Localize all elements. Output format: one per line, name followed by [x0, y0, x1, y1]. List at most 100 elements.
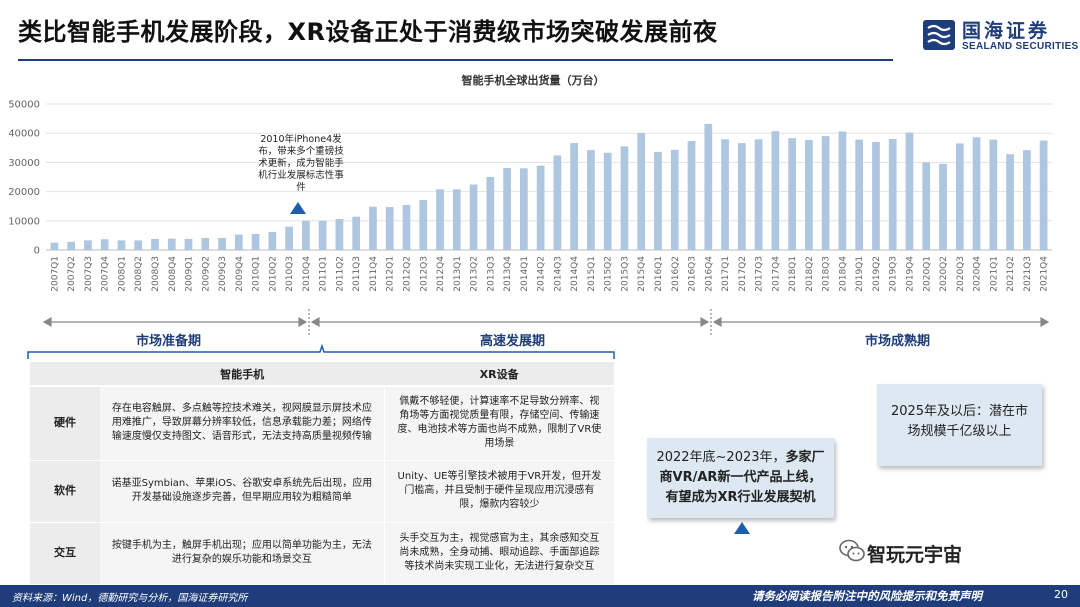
x-tick-label: 2007Q4	[101, 256, 111, 292]
bar-2014Q4	[570, 143, 579, 250]
bar-2017Q3	[754, 139, 763, 250]
x-tick-label: 2020Q1	[922, 256, 932, 292]
x-tick-label: 2009Q4	[235, 256, 245, 292]
cell-smartphone-interaction: 按键手机为主，触屏手机出现；应用以简单功能为主，无法进行复杂的娱乐功能和场景交互	[100, 521, 385, 584]
x-tick-label: 2014Q2	[537, 256, 547, 292]
shipment-bar-chart: 智能手机全球出货量（万台） 0 10000 20000 30000 40000 50000…	[8, 73, 1052, 335]
bar-2014Q2	[536, 165, 545, 250]
bar-2015Q2	[603, 152, 612, 250]
bar-2011Q3	[352, 216, 361, 250]
cell-smartphone-hardware: 存在电容触屏、多点触等控技术难关，视网膜显示屏技术应用难推广，导致屏幕分辨率较低…	[100, 385, 385, 460]
bar-2016Q2	[670, 149, 679, 250]
y-tick-label: 10000	[8, 216, 40, 227]
sealand-logo-icon	[923, 20, 955, 50]
bar-2015Q3	[620, 146, 629, 250]
bar-2012Q2	[402, 205, 411, 250]
x-tick-label: 2019Q4	[905, 256, 915, 292]
bar-2010Q4	[302, 220, 310, 250]
bar-2017Q4	[771, 131, 780, 250]
bar-2011Q4	[369, 206, 377, 250]
chart-gridlines	[46, 103, 1052, 251]
x-tick-label: 2018Q2	[805, 256, 815, 292]
bar-2018Q3	[821, 136, 830, 250]
bar-2009Q3	[218, 238, 226, 250]
bar-2010Q3	[285, 226, 293, 250]
table-header-row: 智能手机 XR设备	[30, 362, 614, 387]
x-tick-label: 2018Q1	[788, 256, 798, 292]
x-tick-label: 2013Q4	[503, 256, 513, 292]
phase-label-mature: 市场成熟期	[865, 334, 931, 349]
phase-label-preparation: 市场准备期	[136, 334, 202, 349]
callout-2025: 2025年及以后：潜在市场规模千亿级以上	[877, 384, 1042, 466]
x-tick-label: 2009Q3	[218, 256, 228, 292]
bar-2019Q4	[905, 132, 914, 250]
bar-2019Q1	[855, 139, 864, 250]
x-tick-label: 2008Q1	[117, 256, 127, 292]
bar-2021Q4	[1039, 140, 1048, 250]
bar-2016Q1	[654, 151, 662, 250]
footer-bar	[0, 585, 1080, 607]
x-tick-label: 2015Q3	[620, 256, 630, 292]
bar-2009Q2	[201, 238, 210, 250]
cell-xr-software: Unity、UE等引擎技术被用于VR开发，但开发门槛高，并且受制于硬件呈现应用沉…	[383, 459, 614, 522]
x-tick-label: 2012Q4	[436, 256, 446, 292]
table-header-corner	[30, 362, 100, 387]
bar-2018Q4	[838, 131, 847, 250]
callout-2022: 2022年底~2023年，多家厂商VR/AR新一代产品上线，有望成为XR行业发展…	[647, 438, 834, 518]
x-tick-label: 2017Q1	[721, 256, 731, 292]
bar-2010Q1	[251, 233, 260, 250]
bar-2012Q4	[436, 189, 444, 250]
table-header-smartphone: 智能手机	[100, 362, 385, 387]
bar-2015Q4	[637, 133, 646, 250]
phase-label-growth: 高速发展期	[480, 334, 546, 349]
table-row: 软件 诺基亚Symbian、苹果iOS、谷歌安卓系统先后出现，应用开发基础设施逐…	[30, 459, 614, 522]
bar-2011Q2	[335, 219, 344, 250]
row-label-software: 软件	[30, 459, 100, 522]
callout-2022-bold: 多家厂商VR/AR新一代产品上线，有望成为XR行业发展契机	[659, 450, 825, 505]
x-tick-label: 2008Q3	[151, 256, 161, 292]
bar-2007Q4	[100, 239, 109, 250]
bar-2017Q2	[737, 143, 746, 250]
x-tick-label: 2021Q4	[1040, 256, 1050, 292]
x-tick-label: 2007Q3	[84, 256, 94, 292]
x-tick-label: 2019Q2	[872, 256, 882, 292]
bar-2020Q4	[972, 137, 981, 250]
bar-2009Q4	[234, 234, 243, 250]
bar-2013Q4	[503, 167, 511, 250]
x-tick-label: 2011Q4	[369, 256, 379, 292]
bar-2008Q3	[151, 238, 159, 250]
x-tick-label: 2015Q2	[604, 256, 614, 292]
page-number: 20	[1054, 588, 1068, 601]
phase-arrows	[42, 309, 1050, 335]
x-tick-label: 2017Q3	[755, 256, 765, 292]
y-tick-label: 50000	[8, 100, 40, 111]
x-tick-label: 2015Q4	[637, 256, 647, 292]
page-title: 类比智能手机发展阶段，XR设备正处于消费级市场突破发展前夜	[18, 18, 718, 46]
iphone4-annotation: 2010年iPhone4发布，带来多个重磅技术更新，成为智能手机行业发展标志性事…	[258, 134, 344, 193]
bar-2021Q2	[1006, 154, 1014, 250]
bar-2021Q3	[1022, 150, 1031, 250]
row-label-hardware: 硬件	[30, 385, 100, 460]
table-row: 硬件 存在电容触屏、多点触等控技术难关，视网膜显示屏技术应用难推广，导致屏幕分辨…	[30, 385, 614, 460]
bar-2017Q1	[721, 139, 729, 250]
x-tick-label: 2021Q3	[1023, 256, 1033, 292]
bar-2012Q3	[419, 200, 428, 250]
bar-2009Q1	[184, 238, 193, 250]
row-label-interaction: 交互	[30, 521, 100, 584]
x-tick-label: 2007Q2	[67, 256, 77, 292]
x-tick-label: 2010Q1	[252, 256, 262, 292]
callout-2022-prefix: 2022年底~2023年，	[656, 450, 786, 465]
x-tick-label: 2015Q1	[587, 256, 597, 292]
x-tick-label: 2021Q2	[1006, 256, 1016, 292]
table-row: 交互 按键手机为主，触屏手机出现；应用以简单功能为主，无法进行复杂的娱乐功能和场…	[30, 521, 614, 584]
bar-2018Q2	[805, 139, 813, 250]
footer-disclaimer: 请务必阅读报告附注中的风险提示和免责声明	[752, 589, 982, 603]
x-tick-label: 2013Q3	[486, 256, 496, 292]
y-tick-label: 40000	[8, 129, 40, 140]
x-tick-label: 2010Q2	[268, 256, 278, 292]
x-tick-label: 2009Q2	[201, 256, 211, 292]
comparison-table: 智能手机 XR设备 硬件 存在电容触屏、多点触等控技术难关，视网膜显示屏技术应用…	[30, 362, 614, 584]
y-tick-label: 20000	[8, 187, 40, 198]
x-tick-label: 2018Q4	[838, 256, 848, 292]
x-tick-label: 2012Q1	[386, 256, 396, 292]
